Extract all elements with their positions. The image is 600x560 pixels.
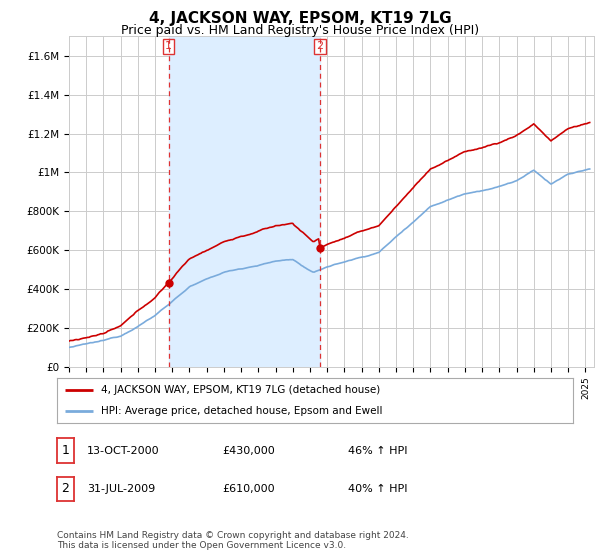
Text: £430,000: £430,000 <box>222 446 275 456</box>
Text: 1: 1 <box>61 444 70 458</box>
Text: 13-OCT-2000: 13-OCT-2000 <box>87 446 160 456</box>
Text: 4, JACKSON WAY, EPSOM, KT19 7LG (detached house): 4, JACKSON WAY, EPSOM, KT19 7LG (detache… <box>101 385 380 395</box>
Text: 31-JUL-2009: 31-JUL-2009 <box>87 484 155 494</box>
Text: 1: 1 <box>165 41 172 52</box>
Text: 4, JACKSON WAY, EPSOM, KT19 7LG: 4, JACKSON WAY, EPSOM, KT19 7LG <box>149 11 451 26</box>
Text: 2: 2 <box>316 41 323 52</box>
Text: HPI: Average price, detached house, Epsom and Ewell: HPI: Average price, detached house, Epso… <box>101 405 382 416</box>
Text: Contains HM Land Registry data © Crown copyright and database right 2024.
This d: Contains HM Land Registry data © Crown c… <box>57 531 409 550</box>
Text: £610,000: £610,000 <box>222 484 275 494</box>
Text: 2: 2 <box>61 482 70 496</box>
Text: 46% ↑ HPI: 46% ↑ HPI <box>348 446 407 456</box>
Text: 40% ↑ HPI: 40% ↑ HPI <box>348 484 407 494</box>
Text: Price paid vs. HM Land Registry's House Price Index (HPI): Price paid vs. HM Land Registry's House … <box>121 24 479 37</box>
Bar <box>169 36 320 367</box>
